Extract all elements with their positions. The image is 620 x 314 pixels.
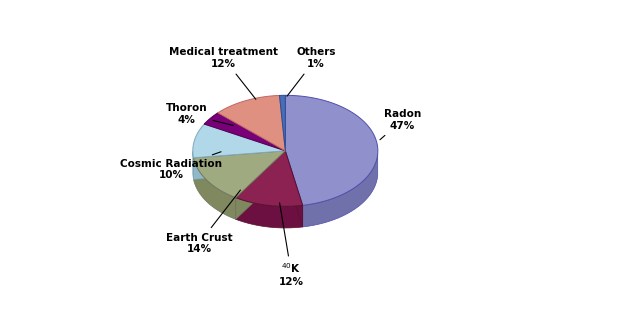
Polygon shape xyxy=(218,95,285,151)
Text: Radon
47%: Radon 47% xyxy=(380,109,421,140)
Polygon shape xyxy=(193,124,285,158)
Text: $^{40}$K
12%: $^{40}$K 12% xyxy=(279,203,304,287)
Text: Others
1%: Others 1% xyxy=(287,47,336,96)
Polygon shape xyxy=(280,95,285,151)
Polygon shape xyxy=(236,151,285,219)
Polygon shape xyxy=(236,198,303,228)
Polygon shape xyxy=(285,151,303,227)
Text: Earth Crust
14%: Earth Crust 14% xyxy=(166,190,241,254)
Polygon shape xyxy=(303,154,378,227)
Polygon shape xyxy=(204,113,285,151)
Polygon shape xyxy=(193,158,236,219)
Polygon shape xyxy=(285,95,378,205)
Polygon shape xyxy=(193,151,285,179)
Text: Medical treatment
12%: Medical treatment 12% xyxy=(169,47,278,99)
Text: Thoron
4%: Thoron 4% xyxy=(166,103,233,126)
Polygon shape xyxy=(193,151,285,198)
Polygon shape xyxy=(236,151,285,219)
Polygon shape xyxy=(236,151,303,206)
Text: Cosmic Radiation
10%: Cosmic Radiation 10% xyxy=(120,152,222,180)
Polygon shape xyxy=(285,151,303,227)
Polygon shape xyxy=(193,151,285,179)
